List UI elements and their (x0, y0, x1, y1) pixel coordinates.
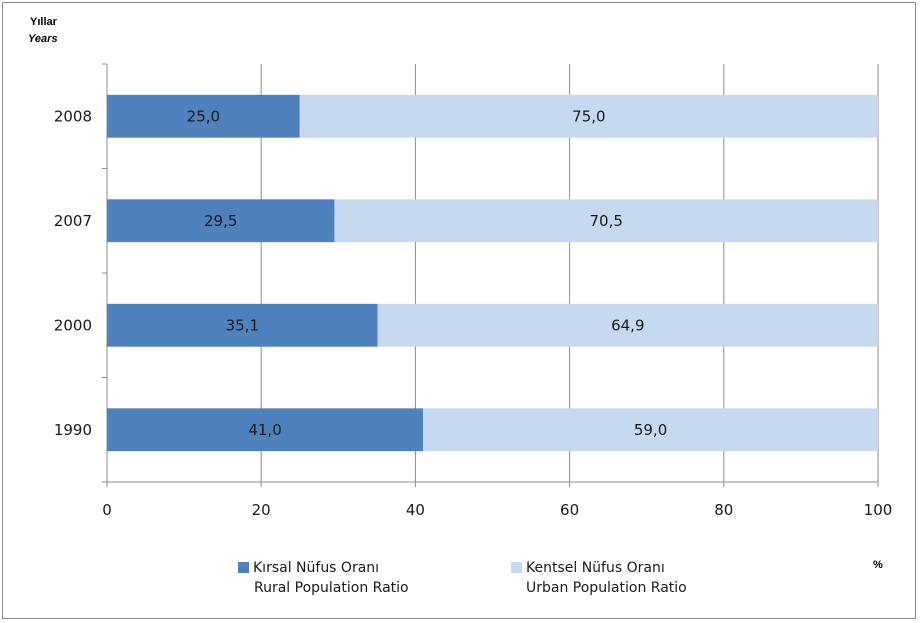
bar-rural-2007 (107, 199, 335, 243)
data-label-rural-2007: 29,5 (204, 212, 237, 230)
legend-label-urban: Kentsel Nüfus Oranı (526, 560, 665, 576)
data-label-urban-2008: 75,0 (572, 107, 605, 125)
data-label-urban-2000: 64,9 (611, 316, 644, 334)
y-axis-title-tr: Yıllar (30, 16, 58, 28)
bar-rural-1990 (107, 408, 424, 452)
y-tick-label-1990: 1990 (54, 421, 92, 439)
x-tick-label-80: 80 (714, 501, 733, 519)
legend-label-rural: Kırsal Nüfus Oranı (253, 560, 379, 576)
legend-swatch-rural (238, 562, 249, 573)
x-tick-label-100: 100 (864, 501, 893, 519)
bar-urban-1990 (423, 408, 878, 452)
bar-urban-2000 (377, 303, 878, 347)
data-label-rural-2000: 35,1 (226, 316, 259, 334)
legend-label-rural-en: Rural Population Ratio (254, 580, 409, 596)
data-label-urban-1990: 59,0 (634, 421, 667, 439)
data-label-urban-2007: 70,5 (590, 212, 623, 230)
tick-labels: 0 20 40 60 80 100 2008 2007 2000 1990 (54, 107, 893, 519)
legend: Kırsal Nüfus Oranı Rural Population Rati… (238, 560, 687, 596)
bar-rural-2000 (107, 303, 378, 347)
x-tick-label-20: 20 (252, 501, 271, 519)
y-axis-title-en: Years (28, 33, 58, 45)
data-labels: 25,0 75,0 29,5 70,5 35,1 64,9 41,0 59,0 (187, 107, 668, 439)
bar-urban-2008 (299, 94, 878, 138)
legend-swatch-urban (511, 562, 522, 573)
x-tick-label-0: 0 (102, 501, 112, 519)
bars (107, 94, 878, 452)
data-label-rural-2008: 25,0 (187, 107, 220, 125)
bar-rural-2008 (107, 94, 300, 138)
legend-label-urban-en: Urban Population Ratio (526, 580, 687, 596)
y-tick-label-2000: 2000 (54, 316, 92, 334)
bar-urban-2007 (334, 199, 878, 243)
x-tick-label-40: 40 (406, 501, 425, 519)
x-tick-label-60: 60 (560, 501, 579, 519)
y-tick-label-2008: 2008 (54, 107, 92, 125)
data-label-rural-1990: 41,0 (248, 421, 281, 439)
y-tick-label-2007: 2007 (54, 212, 92, 230)
unit-label: % (873, 559, 883, 571)
